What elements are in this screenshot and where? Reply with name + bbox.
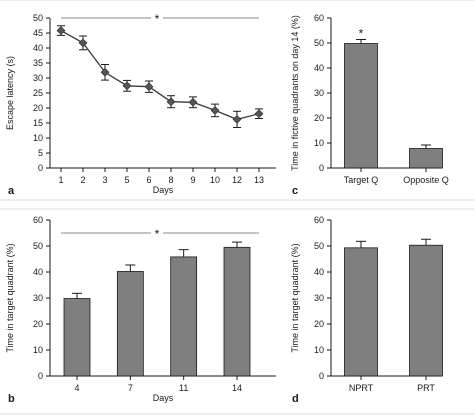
significance-star: * xyxy=(155,227,160,241)
y-tick-label: 35 xyxy=(33,58,43,68)
data-point-marker xyxy=(56,26,66,36)
significance-star: * xyxy=(359,27,364,41)
bar xyxy=(116,271,144,377)
x-tick-label: 5 xyxy=(124,175,129,185)
x-tick-label: 9 xyxy=(190,175,195,185)
y-tick-label: 0 xyxy=(319,163,324,173)
data-point-marker xyxy=(232,114,242,124)
y-tick-label: 20 xyxy=(314,113,324,123)
data-point-marker xyxy=(254,109,264,119)
y-axis-label: Time in fictive quadrants on day 14 (%) xyxy=(290,15,300,171)
y-axis-label: Time in target quadrant (%) xyxy=(5,243,15,352)
y-tick-label: 20 xyxy=(33,103,43,113)
data-point-marker xyxy=(188,97,198,107)
y-tick-label: 50 xyxy=(314,38,324,48)
data-point-marker xyxy=(210,105,220,115)
bar xyxy=(170,256,198,377)
y-tick-label: 20 xyxy=(33,319,43,329)
x-tick-label: PRT xyxy=(417,383,435,393)
y-tick-label: 10 xyxy=(33,345,43,355)
x-tick-label: 1 xyxy=(58,175,63,185)
x-axis-label: Days xyxy=(153,393,174,403)
x-tick-label: 14 xyxy=(232,383,242,393)
data-point-marker xyxy=(100,67,110,77)
y-tick-label: 10 xyxy=(314,138,324,148)
y-tick-label: 30 xyxy=(33,73,43,83)
significance-star-background xyxy=(151,12,163,22)
x-tick-label: 7 xyxy=(128,383,133,393)
x-tick-label: Target Q xyxy=(344,175,379,185)
y-tick-label: 30 xyxy=(314,293,324,303)
x-tick-label: 3 xyxy=(102,175,107,185)
data-point-marker xyxy=(166,97,176,107)
significance-star: * xyxy=(155,12,160,26)
bar xyxy=(409,244,443,377)
y-tick-label: 25 xyxy=(33,88,43,98)
y-tick-label: 15 xyxy=(33,118,43,128)
y-tick-label: 40 xyxy=(33,267,43,277)
data-point-marker xyxy=(144,82,154,92)
series-line xyxy=(60,30,260,121)
bar xyxy=(63,298,91,377)
panel-letter-b: b xyxy=(8,393,15,405)
bar xyxy=(344,247,378,377)
y-axis-label: Time in target quadrant (%) xyxy=(290,243,300,352)
y-tick-label: 40 xyxy=(33,43,43,53)
x-tick-label: 6 xyxy=(146,175,151,185)
significance-star-background xyxy=(151,227,163,237)
chart-d-target-quadrant-groups: 0 10 20 30 40 50 60 Time in target quadrant (%)… xyxy=(290,215,443,393)
x-tick-label: 12 xyxy=(232,175,242,185)
y-tick-label: 0 xyxy=(38,163,43,173)
x-tick-label: 8 xyxy=(168,175,173,185)
y-tick-label: 30 xyxy=(314,88,324,98)
x-tick-label: 2 xyxy=(80,175,85,185)
y-tick-label: 50 xyxy=(33,241,43,251)
y-tick-label: 30 xyxy=(33,293,43,303)
y-tick-label: 60 xyxy=(314,13,324,23)
panel-letter-c: c xyxy=(292,185,298,197)
panel-letter-a: a xyxy=(8,185,15,197)
y-tick-label: 40 xyxy=(314,267,324,277)
y-tick-label: 5 xyxy=(38,148,43,158)
data-point-marker xyxy=(122,81,132,91)
y-tick-label: 50 xyxy=(33,13,43,23)
y-tick-label: 0 xyxy=(38,371,43,381)
x-tick-label: 4 xyxy=(74,383,79,393)
bar xyxy=(344,43,378,169)
bar xyxy=(409,148,443,169)
panel-letter-d: d xyxy=(292,393,299,405)
x-tick-label: 10 xyxy=(210,175,220,185)
y-tick-label: 10 xyxy=(314,345,324,355)
bar xyxy=(223,246,251,377)
y-tick-label: 0 xyxy=(319,371,324,381)
y-tick-label: 10 xyxy=(33,133,43,143)
y-tick-label: 45 xyxy=(33,28,43,38)
data-point-marker xyxy=(78,38,88,48)
y-tick-label: 50 xyxy=(314,241,324,251)
x-tick-label: Opposite Q xyxy=(403,175,449,185)
x-tick-label: NPRT xyxy=(349,383,374,393)
y-tick-label: 40 xyxy=(314,63,324,73)
x-tick-label: 13 xyxy=(254,175,264,185)
y-tick-label: 20 xyxy=(314,319,324,329)
x-axis-label: Days xyxy=(153,185,174,195)
chart-b-target-quadrant-by-day: 0 10 20 30 40 50 60 Time in target quadrant (%)… xyxy=(5,215,276,403)
y-axis-label: Escape latency (s) xyxy=(5,56,15,130)
chart-c-fictive-quadrants: 0 10 20 30 40 50 60 Time in fictive quadrants o… xyxy=(290,13,449,185)
x-tick-label: 11 xyxy=(179,383,188,393)
y-tick-label: 60 xyxy=(314,215,324,225)
y-tick-label: 60 xyxy=(33,215,43,225)
